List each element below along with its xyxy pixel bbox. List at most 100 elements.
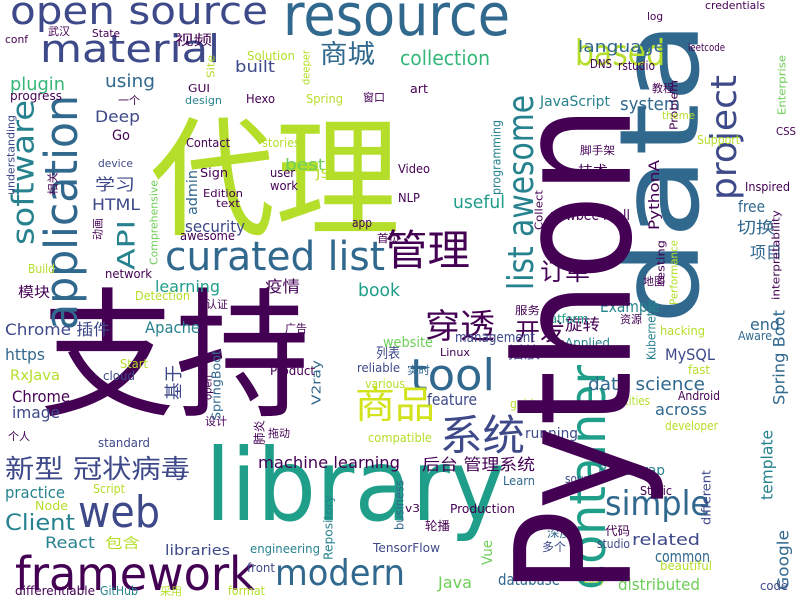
word: Build [28,262,55,276]
word: v3 [405,502,420,515]
word: management [455,330,535,346]
word: log [647,10,663,23]
word: 代码 [605,524,630,538]
word: 商品 [355,383,435,427]
word: leetcode [688,41,725,54]
word: Deep [95,107,140,126]
word: Spring Boot [769,310,788,405]
word: libraries [165,543,230,559]
word: JS [315,167,330,181]
word: Enterprise [776,55,789,115]
word: 服务 [515,304,540,317]
word: 广告 [285,322,307,335]
word: 武汉 [48,25,70,38]
word: modern [275,553,405,594]
word: beautiful [660,559,712,573]
word: interpretability [770,209,783,300]
word: admin [185,170,201,215]
word: Repository [321,495,335,560]
word: device [98,157,133,170]
word: Video [398,162,430,176]
word: simple [605,484,710,524]
word: Learn [503,474,535,488]
word: Client [5,511,75,536]
word: standard [98,436,150,450]
word: CSS [776,125,796,138]
word: SpringBoot [209,350,223,420]
word: State [92,27,120,40]
word: 旋转 [565,315,600,334]
word: React [45,533,95,552]
word: 新型 冠状病毒 [5,455,190,485]
word: feature [427,390,477,409]
word: differentiable [15,584,95,598]
word: Performance [668,240,681,305]
word: 多个 [542,540,566,554]
word: 后台 管理系统 [422,455,535,474]
word: database [498,570,560,589]
word: Site [205,55,218,78]
word: studio [597,537,630,551]
word: Android [678,389,720,403]
word: credentials [705,0,765,12]
word: free [738,197,765,216]
word: platform [540,312,588,326]
word: Sign [200,166,228,180]
word: common [655,547,710,566]
word: Problem [668,80,681,130]
word: PythonA [647,159,663,230]
word: Support [697,133,740,147]
word: Detection [135,289,190,303]
word: project [704,75,745,200]
word: 视频 [175,33,212,49]
word: network [105,267,152,281]
word: 教程 [652,82,674,95]
word: Bootstrap [598,463,665,479]
word: plugin [10,74,65,95]
word: library [205,427,505,544]
word: Python [481,105,668,595]
word: machine learning [258,453,400,472]
word: Comprehensive [148,180,161,265]
word: useful [453,192,505,213]
word: web [78,487,160,538]
word: 个人 [8,430,30,443]
word: testing [655,240,668,285]
word: deeper [300,50,313,85]
word: Static [640,484,672,498]
word: language [578,37,665,56]
word: 基于 [164,365,185,400]
word: RxJava [10,368,60,384]
word: 实时 [407,363,430,377]
word: reliable [357,361,400,375]
word: Chrome 插件 [5,320,110,339]
word: Linux [440,346,470,359]
word: DNS [590,57,612,71]
word: resource [283,0,510,49]
word: Production [450,502,515,516]
word: material [40,27,220,71]
word: distributed [618,575,700,594]
word: understanding [5,115,18,195]
word: 穿透 [425,307,495,347]
word: 拖动 [268,426,290,440]
word: collection [400,46,490,70]
word: TensorFlow [372,541,440,555]
word: image [12,403,60,422]
word: Inspired [745,180,790,194]
word: 模块 [18,285,50,301]
word: software [6,100,41,245]
word: application [35,95,88,330]
word: GUI [188,82,210,95]
word: 项目 [750,243,782,262]
word: 支持 [40,276,310,439]
word: format [228,584,265,598]
word: data [596,20,724,325]
word: 代理 [150,104,400,256]
word: entities [612,394,650,408]
word: user [270,166,295,180]
word: Hexo [246,92,275,106]
word: using [105,71,155,92]
word: open source [10,0,268,33]
